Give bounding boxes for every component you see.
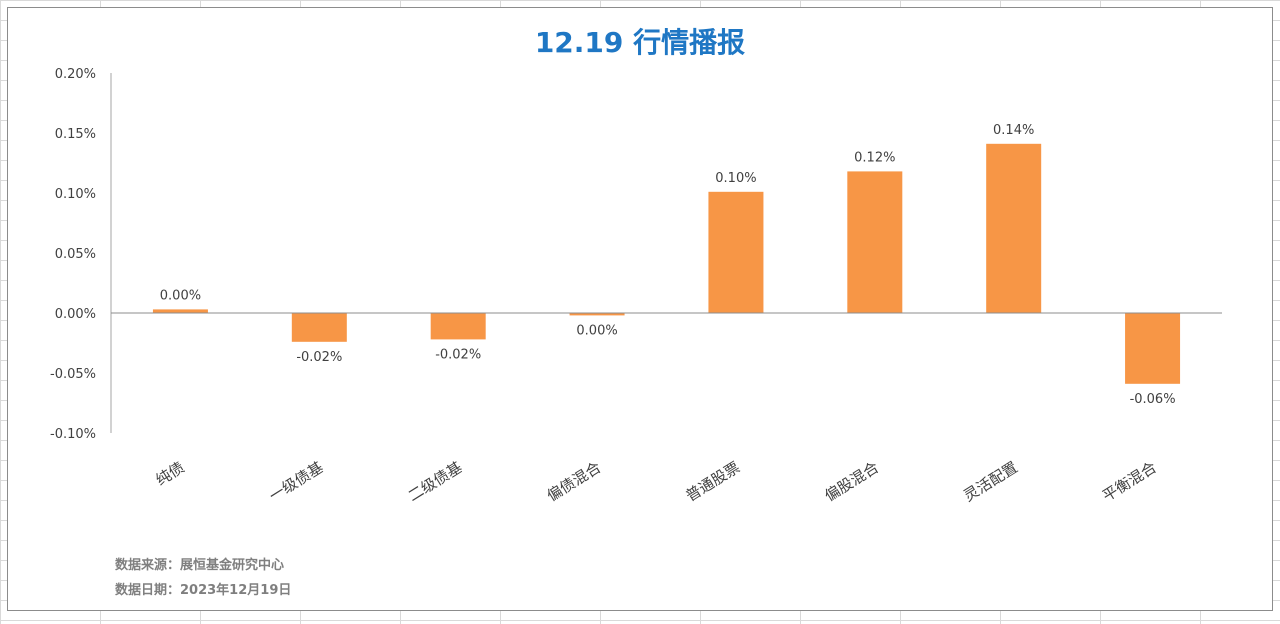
bar	[1125, 313, 1181, 384]
bar	[569, 313, 625, 316]
data-label: 0.00%	[576, 323, 617, 338]
category-label: 一级债基	[266, 458, 326, 505]
category-label: 二级债基	[405, 458, 465, 505]
y-tick-label: 0.10%	[55, 187, 96, 202]
data-labels: 0.00% -0.02% -0.02% 0.00% 0.10% 0.12% 0.14% -0.…	[160, 123, 1176, 407]
y-tick-label: 0.05%	[55, 247, 96, 262]
data-label: 0.12%	[854, 150, 895, 165]
bar	[708, 191, 764, 313]
bar-series	[111, 143, 1222, 384]
bar	[986, 143, 1042, 313]
data-label: -0.06%	[1130, 392, 1176, 407]
y-tick-label: 0.15%	[55, 127, 96, 142]
data-label: -0.02%	[435, 347, 481, 362]
category-label: 偏债混合	[544, 458, 604, 505]
data-label: 0.10%	[715, 171, 756, 186]
y-tick-label: 0.20%	[55, 67, 96, 82]
y-tick-label: -0.05%	[50, 367, 96, 382]
chart-title: 12.19 行情播报	[535, 26, 745, 59]
y-tick-label: -0.10%	[50, 427, 96, 442]
data-source-note: 数据来源：展恒基金研究中心	[115, 557, 284, 573]
category-label: 普通股票	[683, 458, 743, 505]
chart-frame[interactable]	[7, 7, 1273, 611]
data-label: 0.00%	[160, 288, 201, 303]
data-label: 0.14%	[993, 123, 1034, 138]
bar	[291, 313, 347, 342]
category-label: 平衡混合	[1099, 458, 1159, 505]
bar	[430, 313, 486, 340]
bar	[152, 309, 208, 313]
category-labels: 纯债 一级债基 二级债基 偏债混合 普通股票 偏股混合 灵活配置 平衡混合	[153, 458, 1160, 505]
data-date-note: 数据日期：2023年12月19日	[115, 582, 291, 598]
data-label: -0.02%	[296, 350, 342, 365]
y-tick-label: 0.00%	[55, 307, 96, 322]
category-label: 灵活配置	[960, 458, 1020, 505]
y-axis: 0.20% 0.15% 0.10% 0.05% 0.00% -0.05% -0.10%	[50, 67, 112, 442]
bar	[847, 171, 903, 313]
category-label: 纯债	[153, 458, 188, 489]
category-label: 偏股混合	[821, 458, 881, 505]
